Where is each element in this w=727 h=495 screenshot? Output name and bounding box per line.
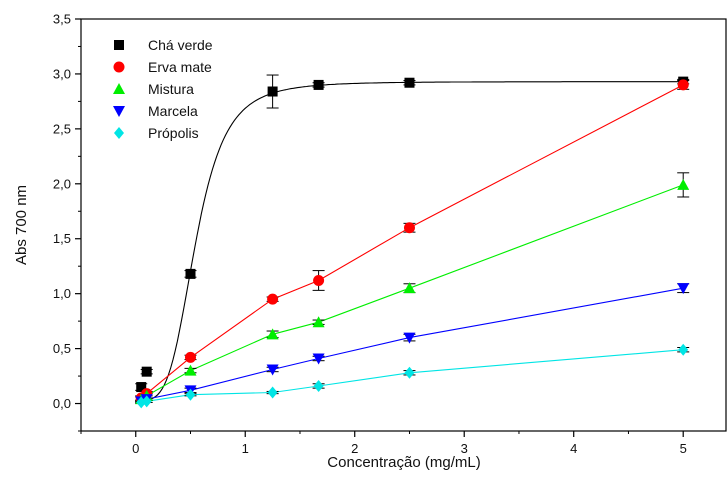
data-point [403, 332, 416, 344]
data-point [184, 364, 197, 376]
data-point [141, 366, 152, 377]
x-tick-label: 5 [680, 441, 687, 456]
data-point [136, 382, 147, 393]
x-tick-label: 4 [570, 441, 577, 456]
y-tick-label: 0,0 [53, 396, 71, 411]
data-point [267, 386, 278, 399]
legend-symbol [113, 83, 125, 94]
fit-line [137, 81, 684, 401]
data-point [403, 222, 415, 234]
fit-line [135, 84, 684, 403]
legend-label: Mistura [148, 81, 194, 97]
y-tick-label: 0,5 [53, 341, 71, 356]
data-point [266, 364, 279, 376]
data-point [267, 293, 279, 305]
fit-line [135, 287, 684, 405]
data-point [678, 343, 689, 356]
legend-symbol [114, 127, 124, 139]
x-tick-label: 3 [461, 441, 468, 456]
data-point [404, 366, 415, 379]
error-bars-group [135, 74, 690, 405]
fit-lines-group [135, 81, 684, 405]
x-axis-title: Concentração (mg/mL) [327, 454, 480, 471]
legend: Chá verde Erva mate Mistura Marcela Própolis [113, 37, 213, 141]
markers-group [135, 76, 690, 409]
data-point [141, 395, 152, 408]
legend-label: Marcela [148, 103, 198, 119]
x-tick-label: 1 [242, 441, 249, 456]
data-point [404, 77, 415, 88]
y-tick-label: 2,0 [53, 176, 71, 191]
data-point [313, 79, 324, 90]
y-tick-label: 2,5 [53, 121, 71, 136]
data-point [267, 86, 278, 97]
x-tick-label: 2 [351, 441, 358, 456]
data-point [677, 79, 689, 91]
data-point [312, 316, 325, 328]
data-point [184, 351, 196, 363]
data-point [313, 379, 324, 392]
data-point [313, 274, 325, 286]
legend-label: Erva mate [148, 59, 212, 75]
plot-frame [80, 18, 727, 432]
y-tick-label: 3,0 [53, 66, 71, 81]
data-point [677, 283, 690, 295]
y-tick-label: 3,5 [53, 12, 71, 27]
data-point [185, 268, 196, 279]
legend-label: Chá verde [148, 37, 213, 53]
legend-symbol [114, 40, 124, 50]
data-point [266, 328, 279, 340]
ticks-group: 0 1 2 3 4 5 0,0 0,5 1,0 1,5 2,0 2,5 3,0 3,5 [53, 12, 687, 457]
y-tick-label: 1,5 [53, 231, 71, 246]
legend-symbol [113, 106, 125, 117]
data-point [403, 282, 416, 294]
legend-symbol [113, 61, 125, 73]
legend-label: Própolis [148, 125, 199, 141]
data-point [312, 353, 325, 365]
data-point [185, 388, 196, 401]
x-tick-label: 0 [132, 441, 139, 456]
data-point [677, 178, 690, 190]
y-axis-title: Abs 700 nm [13, 185, 30, 265]
y-tick-label: 1,0 [53, 286, 71, 301]
